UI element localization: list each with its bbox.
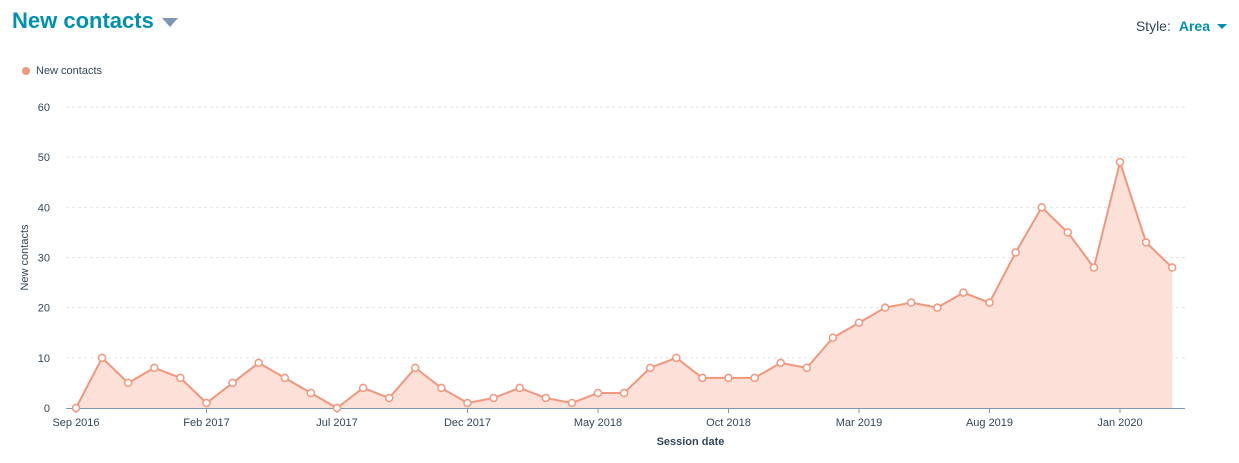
data-point (906, 298, 916, 307)
x-tick-label: Jan 2020 (1097, 417, 1142, 429)
data-point (567, 398, 577, 408)
x-axis-title: Session date (657, 436, 725, 448)
x-tick-label: Sep 2016 (52, 417, 99, 429)
data-point (254, 358, 263, 368)
style-dropdown[interactable]: Area (1179, 18, 1227, 34)
data-point (619, 388, 629, 398)
data-point (593, 388, 603, 398)
data-point (698, 373, 707, 383)
chart-style-control: Style: Area (1136, 18, 1227, 34)
data-point (515, 383, 524, 393)
y-tick-label: 50 (38, 152, 50, 164)
y-axis-title: New contacts (19, 224, 31, 291)
y-tick-label: 10 (38, 353, 50, 365)
data-point (672, 353, 681, 363)
data-point (97, 353, 107, 363)
data-point (489, 393, 498, 403)
x-tick-label: Feb 2017 (183, 417, 229, 429)
data-point (802, 363, 812, 373)
area-fill (76, 162, 1173, 408)
data-point (541, 393, 551, 403)
data-point (150, 363, 159, 373)
data-point (854, 318, 864, 327)
y-tick-label: 20 (38, 303, 50, 315)
y-tick-label: 40 (38, 202, 50, 214)
x-tick-label: Oct 2018 (706, 417, 751, 429)
data-point (358, 383, 368, 393)
chevron-down-icon (1217, 23, 1227, 29)
y-tick-label: 0 (44, 403, 50, 415)
data-point (332, 403, 342, 413)
page-title: New contacts (12, 8, 154, 33)
data-point (880, 303, 890, 312)
data-point (71, 403, 81, 413)
report-title-dropdown[interactable]: New contacts (12, 8, 178, 34)
x-tick-label: Mar 2019 (836, 417, 882, 429)
data-point (384, 393, 394, 403)
chart-legend[interactable]: New contacts (22, 65, 102, 77)
data-point (123, 378, 133, 388)
data-point (750, 373, 759, 383)
x-tick-label: Aug 2019 (966, 417, 1013, 429)
y-tick-label: 30 (38, 253, 50, 265)
data-point (1063, 228, 1073, 237)
data-point (1037, 203, 1046, 212)
data-point (228, 378, 237, 388)
data-point (1167, 263, 1177, 272)
style-label: Style: (1135, 18, 1171, 34)
data-point (724, 373, 733, 383)
data-point (1089, 263, 1099, 272)
data-point (306, 388, 316, 398)
data-point (437, 383, 446, 393)
data-point (985, 298, 994, 307)
data-point (411, 363, 420, 373)
data-point (280, 373, 290, 383)
data-point (828, 333, 838, 343)
data-point (959, 288, 968, 297)
data-point (933, 303, 942, 312)
chevron-down-icon (161, 17, 178, 27)
x-tick-label: May 2018 (574, 417, 622, 429)
data-point (176, 373, 185, 383)
legend-swatch (22, 67, 30, 75)
style-value: Area (1178, 18, 1210, 34)
x-tick-label: Dec 2017 (444, 417, 491, 429)
data-point (1011, 248, 1020, 257)
data-point (1115, 157, 1125, 167)
legend-label: New contacts (36, 65, 103, 77)
data-point (1141, 238, 1151, 247)
x-tick-label: Jul 2017 (316, 417, 358, 429)
data-point (463, 398, 472, 408)
y-tick-label: 60 (38, 102, 50, 114)
data-point (776, 358, 785, 368)
data-point (645, 363, 655, 373)
data-point (202, 398, 211, 408)
